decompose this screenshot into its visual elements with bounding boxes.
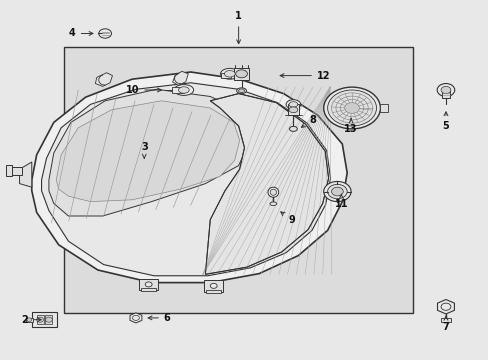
- Circle shape: [323, 181, 350, 202]
- Text: 3: 3: [141, 142, 147, 158]
- Bar: [139, 279, 158, 290]
- Ellipse shape: [224, 71, 235, 77]
- Bar: [26, 318, 33, 322]
- Bar: [37, 315, 43, 324]
- Polygon shape: [20, 162, 32, 187]
- Circle shape: [440, 303, 450, 310]
- Bar: [32, 312, 57, 327]
- Ellipse shape: [178, 87, 189, 93]
- Ellipse shape: [236, 88, 246, 94]
- Circle shape: [45, 317, 52, 322]
- Bar: [206, 290, 221, 293]
- Text: 8: 8: [301, 114, 315, 127]
- Circle shape: [436, 84, 454, 96]
- Circle shape: [37, 317, 43, 322]
- Circle shape: [323, 87, 380, 129]
- Text: 2: 2: [21, 315, 41, 325]
- Polygon shape: [437, 300, 453, 314]
- Bar: [63, 47, 412, 313]
- Polygon shape: [49, 89, 249, 216]
- Circle shape: [327, 184, 346, 199]
- Ellipse shape: [288, 102, 297, 107]
- Text: 7: 7: [442, 316, 448, 332]
- Text: 9: 9: [280, 212, 295, 225]
- Bar: [9, 167, 22, 175]
- Text: 6: 6: [148, 313, 170, 323]
- Bar: [45, 315, 52, 324]
- Circle shape: [327, 90, 376, 126]
- Circle shape: [344, 103, 359, 113]
- Bar: [204, 280, 223, 292]
- Ellipse shape: [285, 100, 300, 109]
- Bar: [441, 90, 449, 98]
- Ellipse shape: [235, 70, 247, 78]
- Text: 5: 5: [442, 112, 448, 131]
- Polygon shape: [41, 83, 330, 276]
- Ellipse shape: [289, 126, 297, 131]
- Text: 10: 10: [125, 85, 161, 95]
- Bar: [440, 318, 450, 322]
- Bar: [221, 73, 230, 78]
- Polygon shape: [130, 313, 142, 323]
- Bar: [233, 68, 249, 80]
- Polygon shape: [95, 73, 112, 86]
- Circle shape: [132, 315, 139, 320]
- Ellipse shape: [238, 89, 244, 93]
- Ellipse shape: [267, 187, 278, 197]
- Text: 4: 4: [69, 28, 93, 39]
- Bar: [141, 288, 156, 291]
- Circle shape: [210, 283, 217, 288]
- Ellipse shape: [269, 189, 276, 195]
- Circle shape: [440, 86, 450, 94]
- Bar: [287, 104, 299, 115]
- Circle shape: [27, 318, 32, 321]
- Polygon shape: [205, 94, 328, 274]
- Circle shape: [331, 187, 343, 196]
- Text: 1: 1: [235, 11, 242, 44]
- Text: 11: 11: [334, 194, 347, 210]
- Bar: [172, 87, 184, 93]
- Ellipse shape: [288, 107, 297, 113]
- Bar: [380, 104, 387, 112]
- Polygon shape: [56, 101, 239, 202]
- Ellipse shape: [174, 85, 193, 95]
- Ellipse shape: [220, 68, 239, 79]
- Ellipse shape: [269, 202, 276, 206]
- Polygon shape: [32, 72, 346, 283]
- Text: 13: 13: [344, 118, 357, 134]
- Circle shape: [145, 282, 152, 287]
- Bar: [6, 165, 12, 176]
- Text: 12: 12: [280, 71, 330, 81]
- Polygon shape: [172, 71, 188, 85]
- Circle shape: [99, 29, 111, 38]
